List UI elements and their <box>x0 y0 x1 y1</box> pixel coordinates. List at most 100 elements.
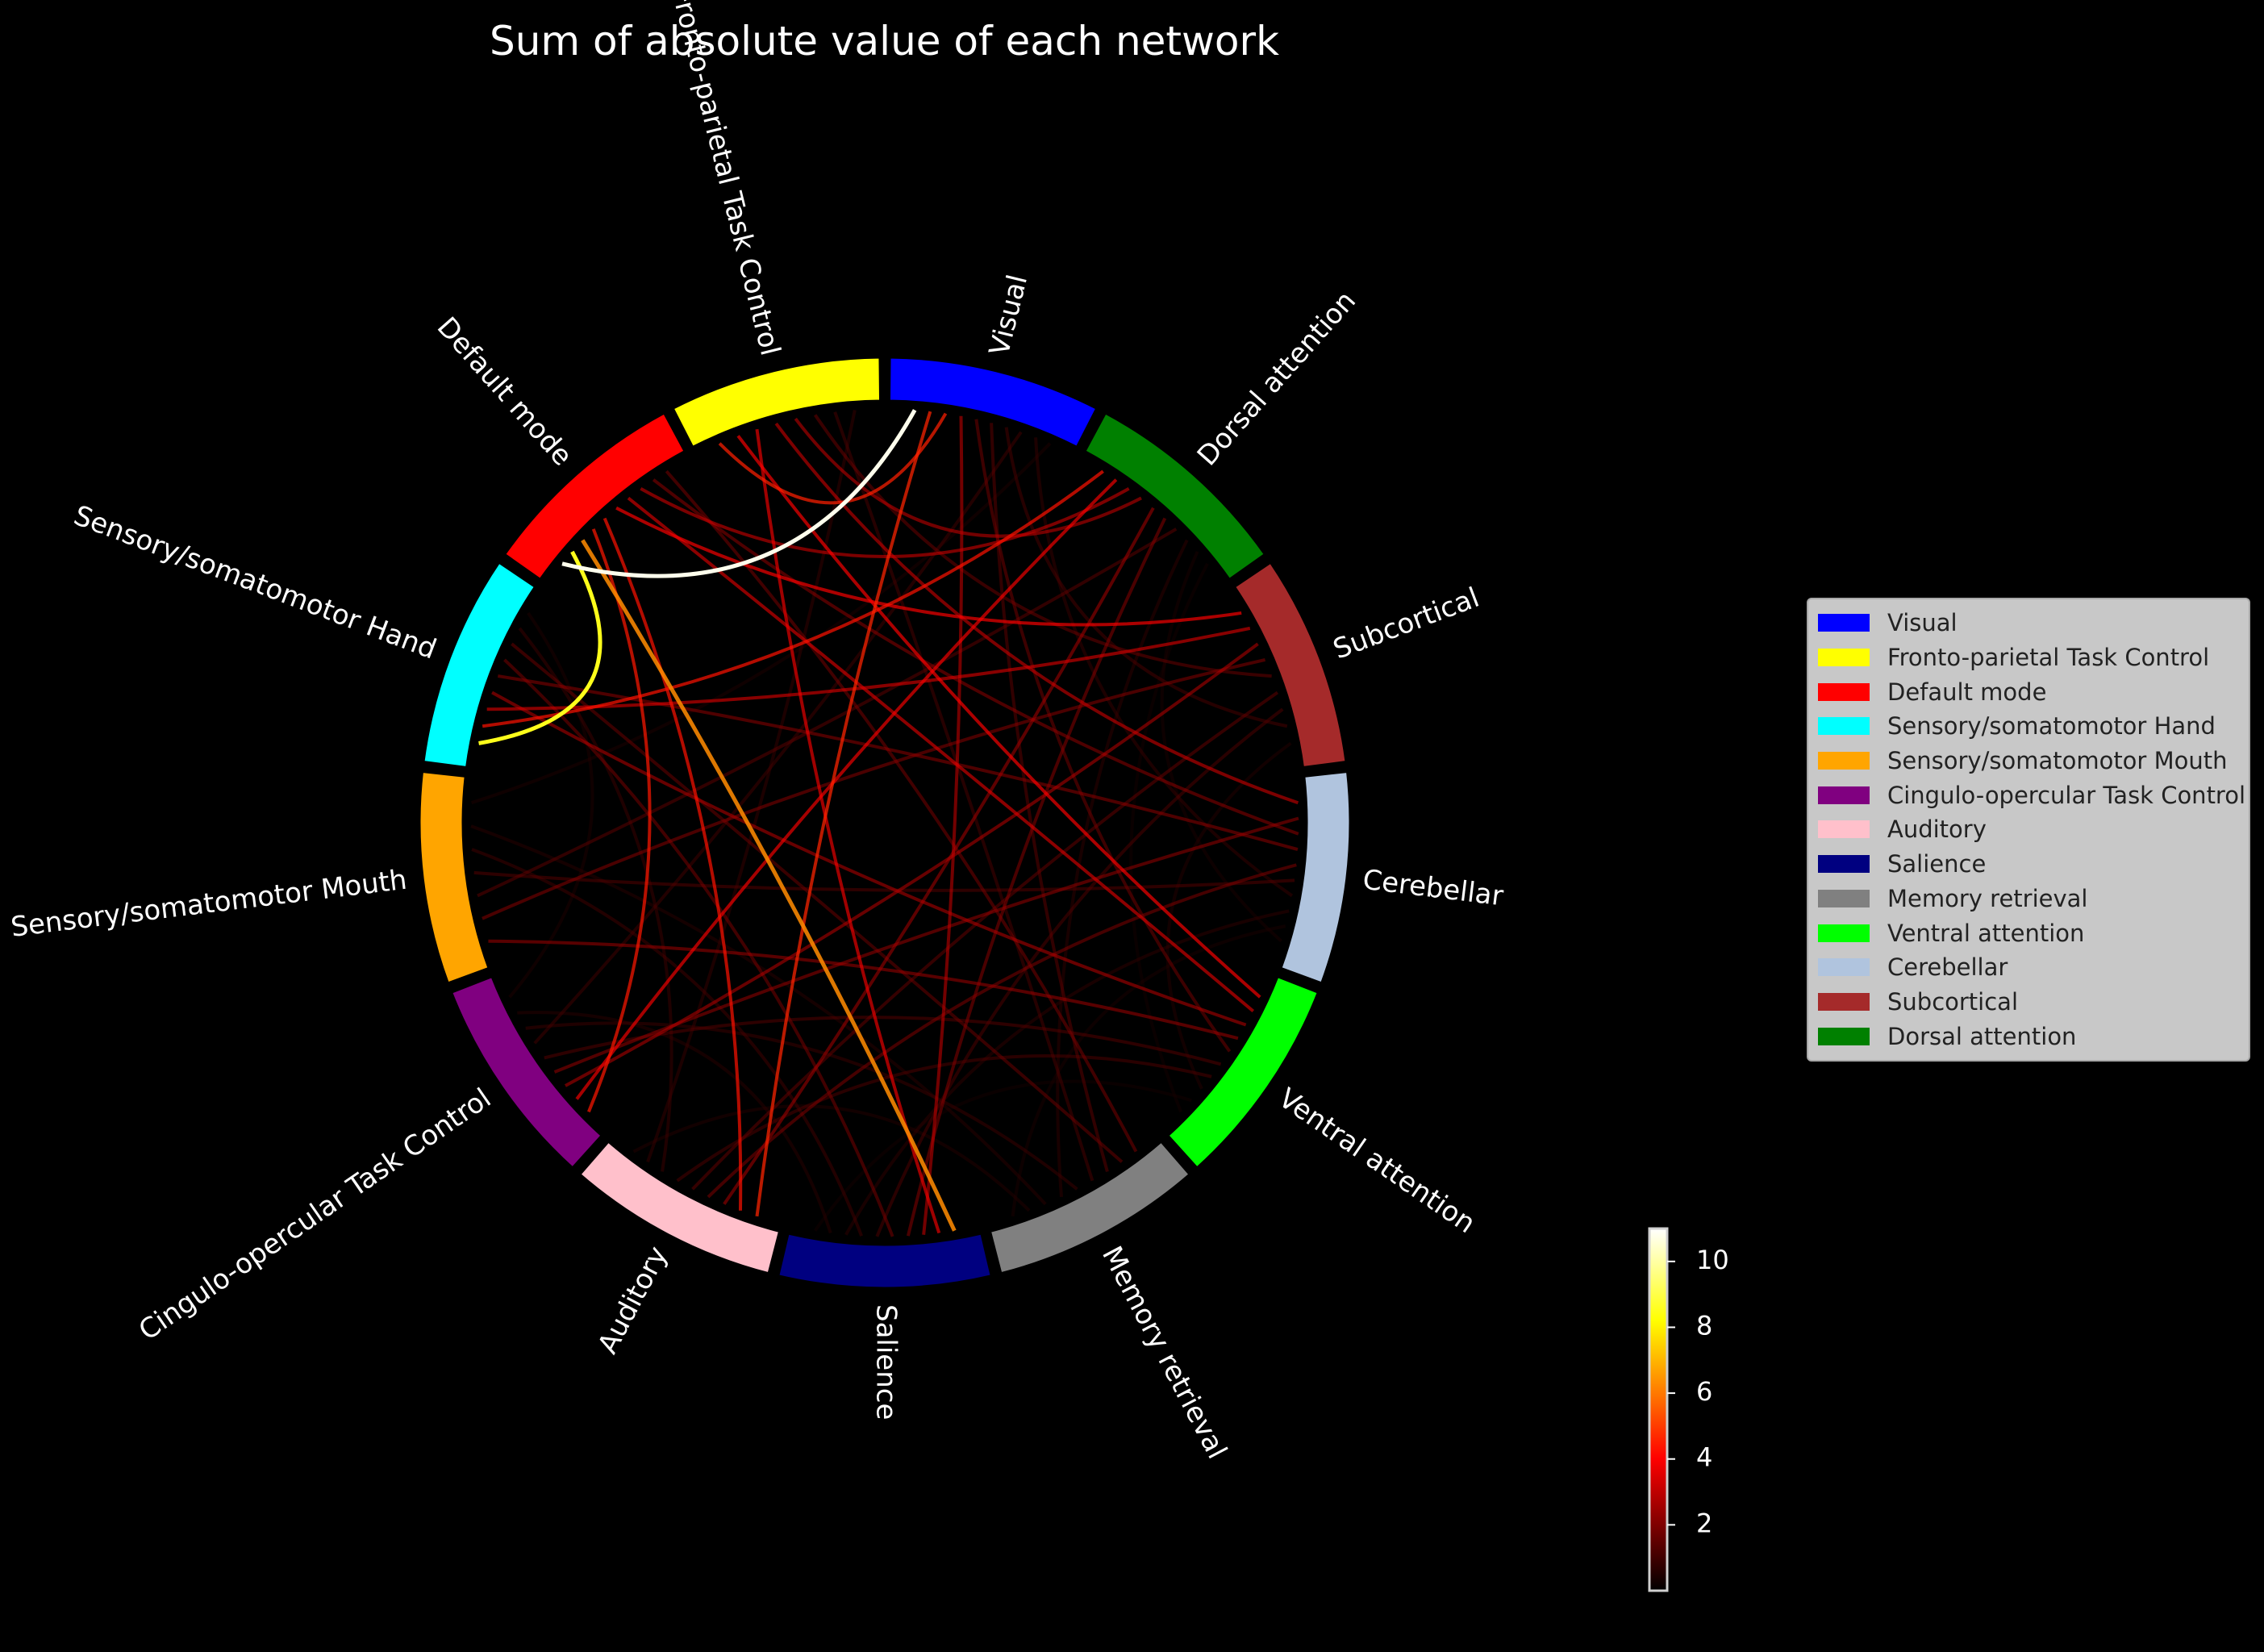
label-auditory: Auditory <box>592 1241 674 1359</box>
legend-item-ventral-attention: Ventral attention <box>1818 916 2239 950</box>
chart-title: Sum of absolute value of each network <box>489 18 1280 65</box>
legend-label: Memory retrieval <box>1887 884 2088 912</box>
legend-swatch <box>1818 889 1870 907</box>
chord-default-mode-cerebellar <box>652 478 1299 836</box>
chord-memory-retrieval-dorsal-attention <box>1056 539 1189 1198</box>
legend-swatch <box>1818 649 1870 667</box>
chord-sensory-somatomotor-mouth-dorsal-attention <box>477 528 1178 898</box>
arc-visual <box>887 356 1099 449</box>
legend-swatch <box>1818 855 1870 874</box>
chord-cerebellar-dorsal-attention <box>1160 551 1282 943</box>
legend-label: Fronto-parietal Task Control <box>1887 644 2210 672</box>
chord-memory-retrieval-cerebellar <box>1011 924 1286 1217</box>
chord-cingulo-opercular-task-control-salience <box>517 1011 832 1234</box>
legend-item-cingulo-opercular-task-control: Cingulo-opercular Task Control <box>1818 778 2245 812</box>
chord-sensory-somatomotor-mouth-subcortical <box>482 658 1265 920</box>
arc-sensory-somatomotor-hand <box>422 561 537 770</box>
chord-memory-retrieval-sensory-somatomotor-hand <box>511 642 1124 1163</box>
label-sensory-somatomotor-hand: Sensory/somatomotor Hand <box>69 499 440 666</box>
chord-cingulo-opercular-task-control-dorsal-attention <box>575 478 1118 1100</box>
legend-label: Ventral attention <box>1887 919 2085 947</box>
chord-default-mode-ventral-attention <box>627 496 1255 1013</box>
label-cerebellar: Cerebellar <box>1361 864 1505 913</box>
chord-fronto-parietal-task-control-cerebellar <box>774 422 1299 805</box>
network-arcs <box>418 356 1352 1290</box>
colorbar-gradient <box>1648 1227 1669 1592</box>
label-memory-retrieval: Memory retrieval <box>1095 1241 1233 1465</box>
chord-default-mode-salience <box>581 539 957 1232</box>
chord-links <box>470 409 1299 1237</box>
legend-item-auditory: Auditory <box>1818 812 2239 847</box>
legend-swatch <box>1818 958 1870 977</box>
legend-label: Subcortical <box>1887 987 2019 1016</box>
legend-swatch <box>1818 717 1870 736</box>
chord-cingulo-opercular-task-control-subcortical <box>564 642 1259 1087</box>
legend-label: Cerebellar <box>1887 953 2008 982</box>
arc-cerebellar <box>1279 770 1352 985</box>
arc-dorsal-attention <box>1082 411 1267 582</box>
legend-item-sensory-somatomotor-mouth: Sensory/somatomotor Mouth <box>1818 744 2239 778</box>
chord-visual-sensory-somatomotor-mouth <box>470 442 1052 805</box>
chord-auditory-memory-retrieval <box>632 1104 1031 1212</box>
chord-auditory-cerebellar <box>707 863 1297 1199</box>
chord-auditory-dorsal-attention <box>723 507 1155 1205</box>
arc-memory-retrieval <box>988 1139 1192 1275</box>
chord-memory-retrieval-fronto-parietal-task-control <box>833 411 1094 1182</box>
colorbar-ticks: 2 4 6 8 10 <box>1667 1245 1729 1538</box>
colorbar-tick-label: 2 <box>1696 1508 1712 1538</box>
colorbar-tick-label: 10 <box>1696 1245 1729 1275</box>
legend-item-default-mode: Default mode <box>1818 674 2239 709</box>
label-sensory-somatomotor-mouth: Sensory/somatomotor Mouth <box>9 864 408 944</box>
arc-fronto-parietal-task-control <box>671 356 882 449</box>
colorbar-tick-label: 4 <box>1696 1442 1712 1473</box>
label-ventral-attention: Ventral attention <box>1273 1082 1482 1240</box>
chord-sensory-somatomotor-hand-ventral-attention <box>491 690 1247 1027</box>
chord-auditory-ventral-attention <box>676 1054 1212 1183</box>
chord-sensory-somatomotor-hand-cingulo-opercular-task-control <box>508 611 594 999</box>
label-salience: Salience <box>870 1304 903 1420</box>
legend-item-visual: Visual <box>1818 606 2239 640</box>
legend-swatch <box>1818 786 1870 804</box>
arc-salience <box>776 1232 994 1290</box>
legend-label: Dorsal attention <box>1887 1022 2077 1050</box>
legend-item-memory-retrieval: Memory retrieval <box>1818 882 2239 916</box>
label-cingulo-opercular-task-control: Cingulo-opercular Task Control <box>133 1082 497 1347</box>
chord-cingulo-opercular-task-control-memory-retrieval <box>525 1021 1078 1191</box>
legend-label: Cingulo-opercular Task Control <box>1887 781 2246 809</box>
legend-label: Sensory/somatomotor Hand <box>1887 712 2216 740</box>
label-subcortical: Subcortical <box>1329 582 1484 666</box>
chord-sensory-somatomotor-hand-auditory <box>518 627 673 1172</box>
legend-label: Sensory/somatomotor Mouth <box>1887 747 2228 775</box>
legend-swatch <box>1818 752 1870 770</box>
legend: Visual Fronto-parietal Task Control Defaul… <box>1807 598 2250 1062</box>
chord-salience-cerebellar <box>844 909 1290 1236</box>
label-visual: Visual <box>983 272 1034 359</box>
legend-swatch <box>1818 992 1870 1011</box>
legend-swatch <box>1818 1027 1870 1045</box>
chord-sensory-somatomotor-mouth-memory-retrieval <box>470 824 1047 1206</box>
legend-item-salience: Salience <box>1818 847 2239 882</box>
chord-sensory-somatomotor-mouth-salience <box>471 848 863 1237</box>
arc-sensory-somatomotor-mouth <box>418 770 490 985</box>
arc-default-mode <box>502 411 687 582</box>
arc-auditory <box>577 1139 782 1275</box>
chord-ventral-attention-dorsal-attention <box>1129 562 1209 1113</box>
legend-label: Default mode <box>1887 678 2047 706</box>
legend-swatch <box>1818 924 1870 942</box>
colorbar-tick-label: 6 <box>1696 1376 1712 1407</box>
chord-default-mode-auditory <box>602 517 743 1211</box>
colorbar: 2 4 6 8 10 <box>1648 1227 1729 1592</box>
label-dorsal-attention: Dorsal attention <box>1191 285 1362 472</box>
legend-label: Salience <box>1887 850 1987 878</box>
chord-cingulo-opercular-task-control-cerebellar <box>553 816 1299 1074</box>
chord-salience-dorsal-attention <box>906 517 1167 1237</box>
chord-fronto-parietal-task-control-salience <box>755 428 941 1234</box>
legend-item-sensory-somatomotor-hand: Sensory/somatomotor Hand <box>1818 709 2239 744</box>
chord-default-mode-sensory-somatomotor-hand <box>478 550 602 745</box>
chord-salience-ventral-attention <box>813 1079 1192 1232</box>
arc-cingulo-opercular-task-control <box>449 974 604 1170</box>
legend-label: Visual <box>1887 609 1958 637</box>
chord-sensory-somatomotor-mouth-cerebellar <box>473 870 1295 892</box>
legend-item-subcortical: Subcortical <box>1818 985 2239 1020</box>
legend-label: Auditory <box>1887 816 1987 844</box>
